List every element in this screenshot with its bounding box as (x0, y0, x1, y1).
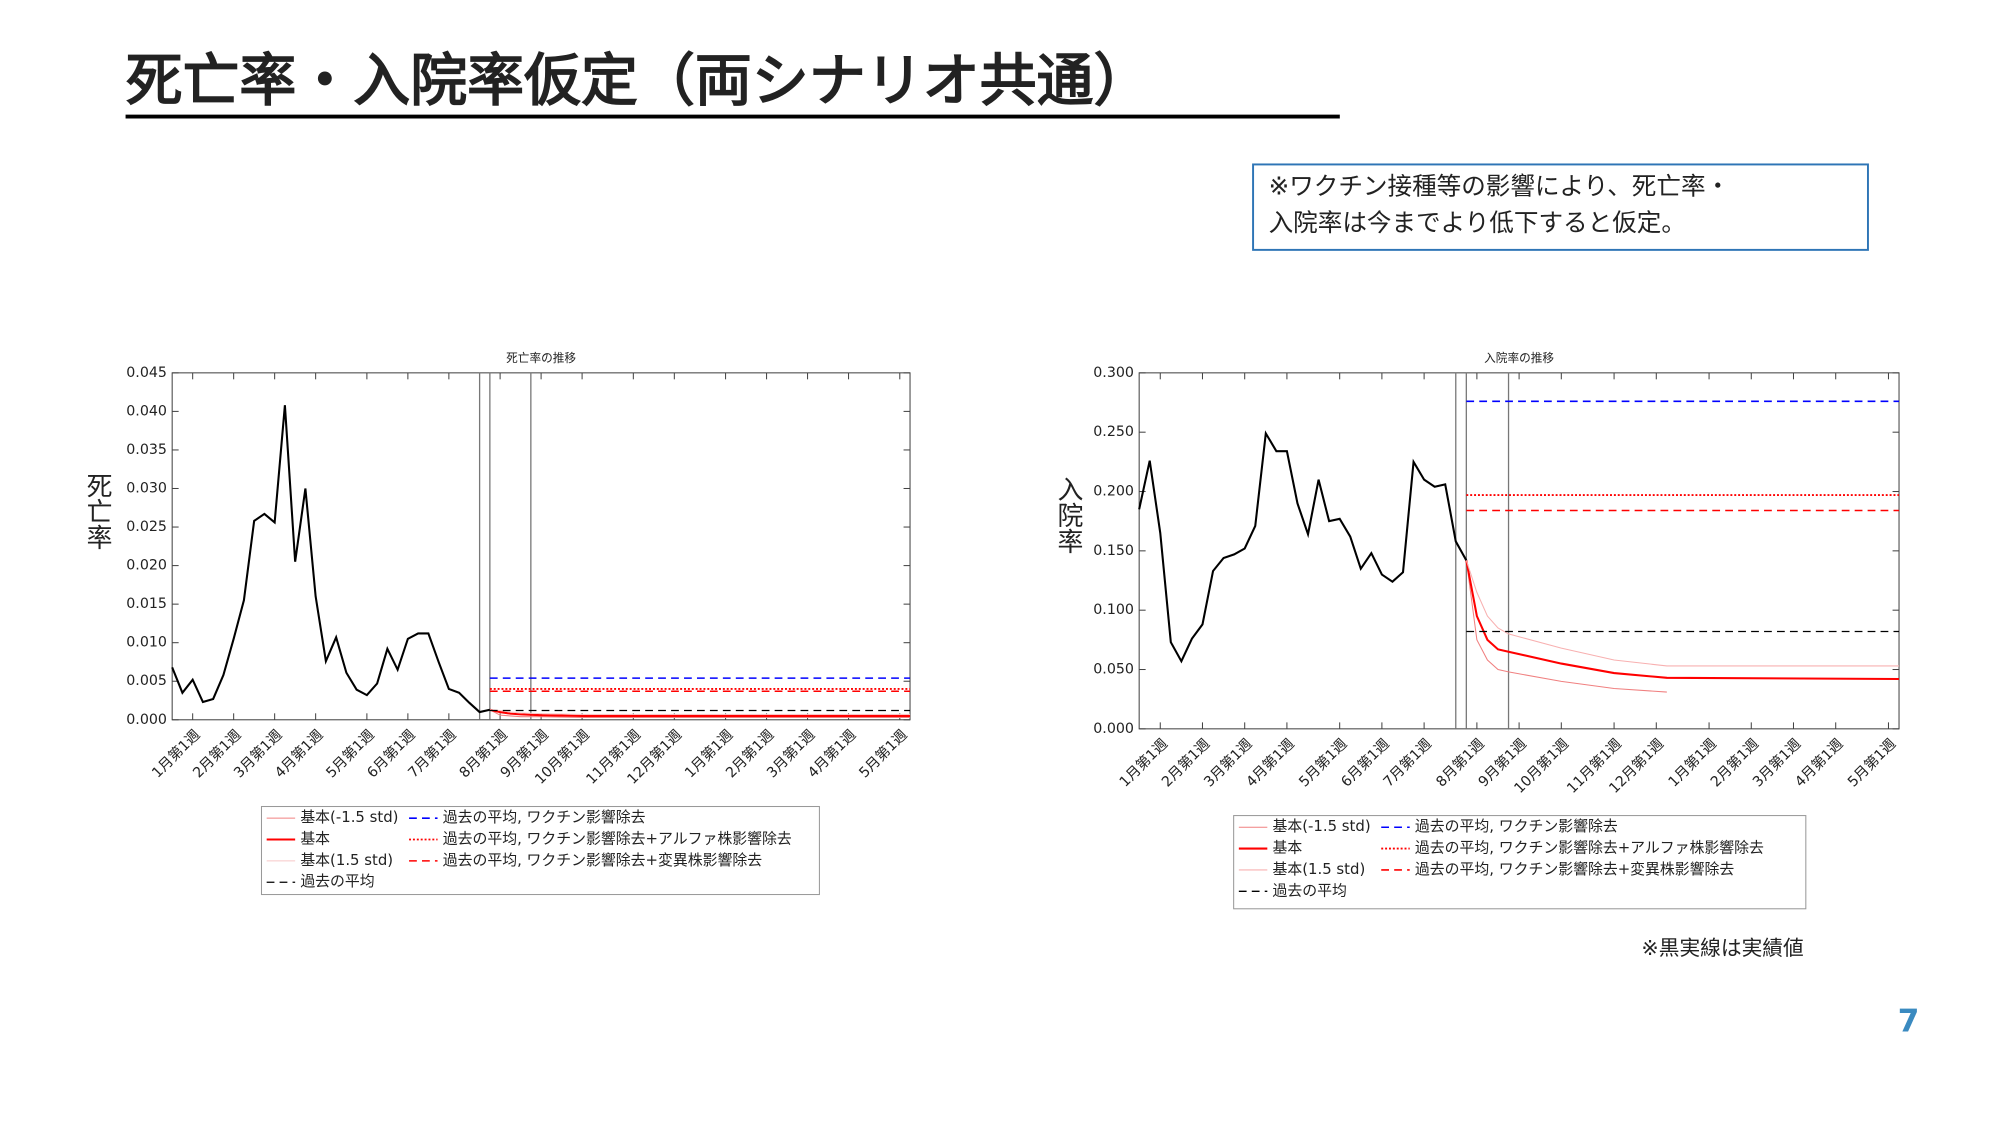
y-tick-label: 0.150 (1093, 543, 1134, 559)
legend-label: 過去の平均, ワクチン影響除去+アルファ株影響除去 (443, 830, 792, 848)
series-line (171, 405, 491, 714)
y-tick-label: 0.020 (126, 558, 167, 574)
y-tick-label: 0.050 (1093, 662, 1134, 678)
y-axis-label: 入院率 (1053, 476, 1083, 554)
y-tick-label: 0.010 (126, 635, 167, 651)
slide-title: 死亡率・入院率仮定（両シナリオ共通） (126, 48, 1151, 114)
legend-label: 基本(1.5 std) (1272, 860, 1365, 878)
y-tick-label: 0.035 (126, 442, 167, 458)
legend-label: 過去の平均, ワクチン影響除去+アルファ株影響除去 (1415, 839, 1764, 857)
legend-label: 過去の平均 (1272, 881, 1346, 899)
y-tick-label: 0.045 (126, 365, 167, 381)
note-box (1252, 163, 1869, 251)
footnote: ※黒実線は実績値 (1641, 936, 1803, 960)
legend-label: 基本(-1.5 std) (300, 808, 398, 826)
y-tick-label: 0.015 (126, 596, 167, 612)
y-tick-label: 0.025 (126, 519, 167, 535)
y-tick-label: 0.300 (1093, 365, 1134, 381)
series-line (489, 708, 911, 717)
legend-label: 過去の平均, ワクチン影響除去+変異株影響除去 (443, 851, 763, 869)
legend-label: 基本(-1.5 std) (1272, 817, 1370, 835)
note-line: 入院率は今までより低下すると仮定。 (1269, 208, 1686, 237)
series-line (1465, 560, 1900, 681)
page-number: 7 (1898, 1004, 1920, 1040)
legend-box (1233, 815, 1807, 910)
y-axis-label: 死亡率 (82, 473, 112, 551)
y-tick-label: 0.200 (1093, 484, 1134, 500)
y-tick-label: 0.000 (1093, 721, 1134, 737)
y-tick-label: 0.250 (1093, 424, 1134, 440)
legend-label: 過去の平均, ワクチン影響除去 (1415, 817, 1618, 835)
legend-label: 基本 (1272, 839, 1302, 857)
x-tick-label: 5月第1週 (1844, 735, 1900, 791)
series-line (1138, 430, 1468, 664)
legend-label: 過去の平均, ワクチン影響除去 (443, 808, 646, 826)
legend-box (260, 805, 820, 896)
note-line: ※ワクチン接種等の影響により、死亡率・ (1269, 172, 1731, 201)
y-tick-label: 0.000 (126, 712, 167, 728)
legend-label: 基本 (300, 830, 330, 848)
legend-label: 基本(1.5 std) (300, 851, 393, 869)
plot-frame (1138, 372, 1900, 730)
chart-title: 入院率の推移 (1484, 351, 1554, 365)
series-line (489, 709, 911, 718)
y-tick-label: 0.005 (126, 673, 167, 689)
y-tick-label: 0.040 (126, 403, 167, 419)
y-tick-label: 0.030 (126, 480, 167, 496)
series-line (1465, 560, 1900, 667)
x-tick-label: 5月第1週 (855, 726, 911, 782)
chart-title: 死亡率の推移 (506, 351, 576, 365)
legend-label: 過去の平均 (300, 872, 374, 890)
series-line (1465, 560, 1667, 693)
y-tick-label: 0.100 (1093, 602, 1134, 618)
legend-label: 過去の平均, ワクチン影響除去+変異株影響除去 (1415, 860, 1735, 878)
